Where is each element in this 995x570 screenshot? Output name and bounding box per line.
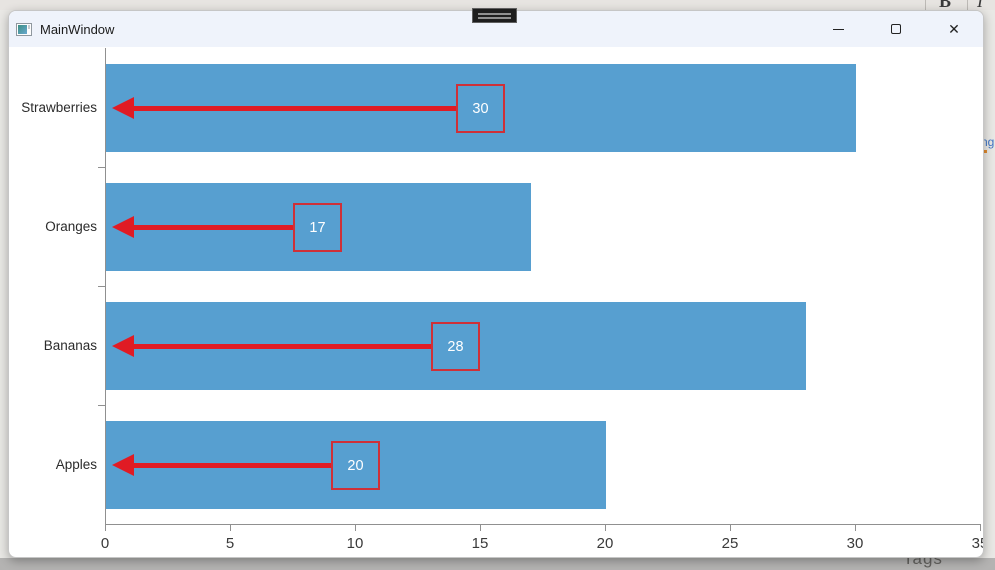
background-orange-mark (981, 150, 987, 153)
x-axis-tick-label: 15 (471, 535, 489, 552)
background-bold-button-fragment: B (939, 0, 952, 10)
annotation-arrowhead (112, 454, 134, 476)
annotation-arrow (133, 343, 431, 349)
bar-category-label: Bananas (43, 338, 97, 353)
y-axis-line (105, 48, 106, 524)
bar-chart: Strawberries 30 Oranges 17 Bananas 28 Apples 20… (9, 11, 983, 557)
x-axis-tick (105, 525, 106, 531)
annotation-value: 20 (347, 457, 364, 474)
x-axis-tick-label: 5 (225, 535, 235, 552)
annotation-arrow (133, 462, 331, 468)
background-tags-label: Tags (903, 558, 943, 568)
annotation-arrowhead (112, 97, 134, 119)
x-axis-tick (730, 525, 731, 531)
window-controls: ✕ (809, 11, 983, 47)
x-axis-tick-label: 35 (971, 535, 983, 552)
background-grid-line (967, 0, 968, 10)
maximize-icon (891, 24, 901, 34)
background-grid-line (925, 0, 926, 10)
annotation-arrow (133, 224, 293, 230)
y-axis-boundary-tick (98, 405, 105, 406)
x-axis-tick (605, 525, 606, 531)
main-window: Strawberries 30 Oranges 17 Bananas 28 Apples 20… (8, 10, 984, 558)
x-axis-line (105, 524, 981, 525)
annotation-value: 17 (309, 219, 326, 236)
app-icon-stripe (28, 24, 30, 29)
handle-grip-icon (478, 17, 511, 19)
maximize-button[interactable] (867, 11, 925, 47)
x-axis-tick-label: 10 (346, 535, 364, 552)
app-icon-fill (18, 24, 27, 34)
annotation-box: 20 (331, 441, 380, 490)
app-icon (16, 22, 32, 36)
minimize-button[interactable] (809, 11, 867, 47)
background-italic-button-fragment: I (977, 0, 983, 10)
desktop-background-top: B I (0, 0, 995, 10)
annotation-value: 28 (447, 338, 464, 355)
background-right-edge-fragment: ng (981, 135, 995, 157)
title-bar[interactable]: MainWindow ✕ (9, 11, 983, 47)
annotation-box: 30 (456, 84, 505, 133)
window-title: MainWindow (40, 21, 115, 37)
annotation-box: 28 (431, 322, 480, 371)
x-axis-tick-label: 0 (100, 535, 110, 552)
x-axis-tick (230, 525, 231, 531)
x-axis-tick (480, 525, 481, 531)
screen-capture-handle[interactable] (472, 8, 517, 23)
x-axis-tick (980, 525, 981, 531)
x-axis-tick-label: 25 (721, 535, 739, 552)
y-axis-boundary-tick (98, 167, 105, 168)
background-right-edge-text: ng (981, 135, 995, 149)
annotation-arrow (133, 105, 456, 111)
annotation-arrowhead (112, 335, 134, 357)
x-axis-tick-label: 30 (846, 535, 864, 552)
y-axis-boundary-tick (98, 286, 105, 287)
x-axis-tick (855, 525, 856, 531)
desktop-background-bottom: Tags (0, 558, 995, 570)
handle-grip-icon (478, 13, 511, 15)
x-axis-tick (355, 525, 356, 531)
annotation-value: 30 (472, 100, 489, 117)
annotation-box: 17 (293, 203, 342, 252)
annotation-arrowhead (112, 216, 134, 238)
bar-category-label: Oranges (45, 219, 97, 234)
bar-category-label: Strawberries (21, 100, 97, 115)
bar-category-label: Apples (55, 457, 97, 472)
minimize-icon (832, 28, 844, 30)
x-axis-tick-label: 20 (596, 535, 614, 552)
close-button[interactable]: ✕ (925, 11, 983, 47)
